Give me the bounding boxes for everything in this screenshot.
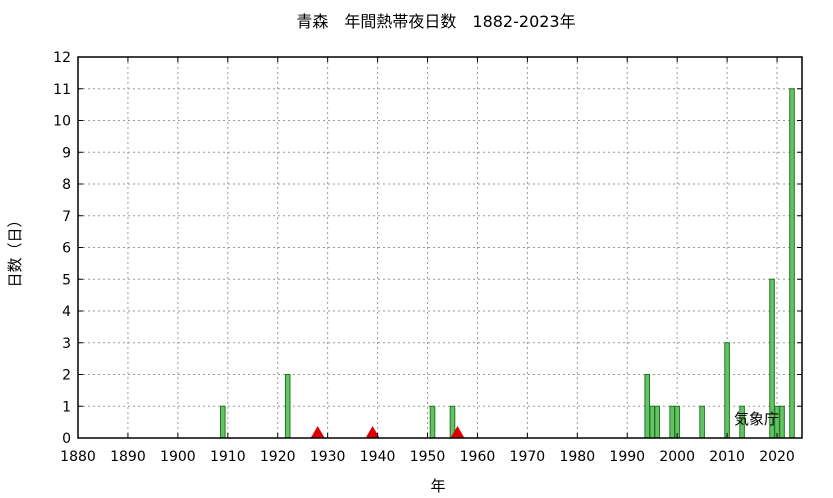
x-tick-label: 1950 bbox=[410, 449, 446, 465]
bar-1922 bbox=[284, 374, 291, 439]
x-tick-label: 2000 bbox=[659, 449, 695, 465]
y-tick-label: 9 bbox=[62, 145, 71, 161]
y-axis-label: 日数（日） bbox=[6, 212, 24, 287]
chart-title: 青森 年間熱帯夜日数 1882-2023年 bbox=[296, 12, 575, 31]
bar-1909 bbox=[220, 405, 226, 439]
bar-2023 bbox=[789, 88, 795, 439]
bar-1995 bbox=[649, 405, 656, 439]
x-tick-label: 1980 bbox=[559, 449, 595, 465]
y-tick-label: 11 bbox=[53, 82, 71, 98]
x-tick-label: 1890 bbox=[110, 449, 146, 465]
grid-layer bbox=[78, 57, 802, 438]
y-tick-label: 2 bbox=[62, 368, 71, 384]
bar-2021 bbox=[779, 405, 785, 439]
bar-layer bbox=[220, 88, 795, 439]
credit-text: 気象庁 bbox=[734, 410, 779, 428]
x-axis-label: 年 bbox=[430, 477, 445, 495]
x-tick-label: 1910 bbox=[210, 449, 246, 465]
x-tick-label: 2010 bbox=[709, 449, 745, 465]
bar-1994 bbox=[644, 374, 651, 439]
tick-layer: 1880 1890 1900 1910 1920 1930 1940 1950 1960 1970… bbox=[53, 50, 802, 465]
y-tick-label: 5 bbox=[62, 272, 71, 288]
y-tick-label: 7 bbox=[62, 209, 71, 225]
x-tick-label: 1940 bbox=[360, 449, 396, 465]
y-tick-label: 0 bbox=[62, 431, 71, 447]
y-tick-label: 12 bbox=[53, 50, 71, 66]
missing-data-marker-1956 bbox=[450, 426, 465, 438]
x-tick-label: 1990 bbox=[609, 449, 645, 465]
bar-2005 bbox=[699, 405, 705, 439]
y-tick-label: 1 bbox=[62, 399, 71, 415]
missing-data-marker-1939 bbox=[365, 426, 380, 438]
bar-1996 bbox=[654, 405, 660, 439]
marker-layer bbox=[310, 426, 465, 438]
x-tick-label: 2020 bbox=[759, 449, 795, 465]
y-tick-label: 4 bbox=[62, 304, 71, 320]
x-tick-label: 1920 bbox=[260, 449, 296, 465]
y-tick-label: 3 bbox=[62, 336, 71, 352]
bar-2010 bbox=[724, 342, 730, 439]
x-tick-label: 1900 bbox=[160, 449, 196, 465]
x-tick-label: 1970 bbox=[510, 449, 546, 465]
bar-1951 bbox=[429, 405, 436, 439]
x-tick-label: 1880 bbox=[60, 449, 96, 465]
missing-data-marker-1928 bbox=[310, 426, 325, 438]
x-tick-label: 1930 bbox=[310, 449, 346, 465]
y-tick-label: 6 bbox=[62, 241, 71, 257]
y-tick-label: 8 bbox=[62, 177, 71, 193]
bar-1999 bbox=[669, 405, 675, 439]
y-tick-label: 10 bbox=[53, 114, 71, 130]
x-tick-label: 1960 bbox=[460, 449, 496, 465]
